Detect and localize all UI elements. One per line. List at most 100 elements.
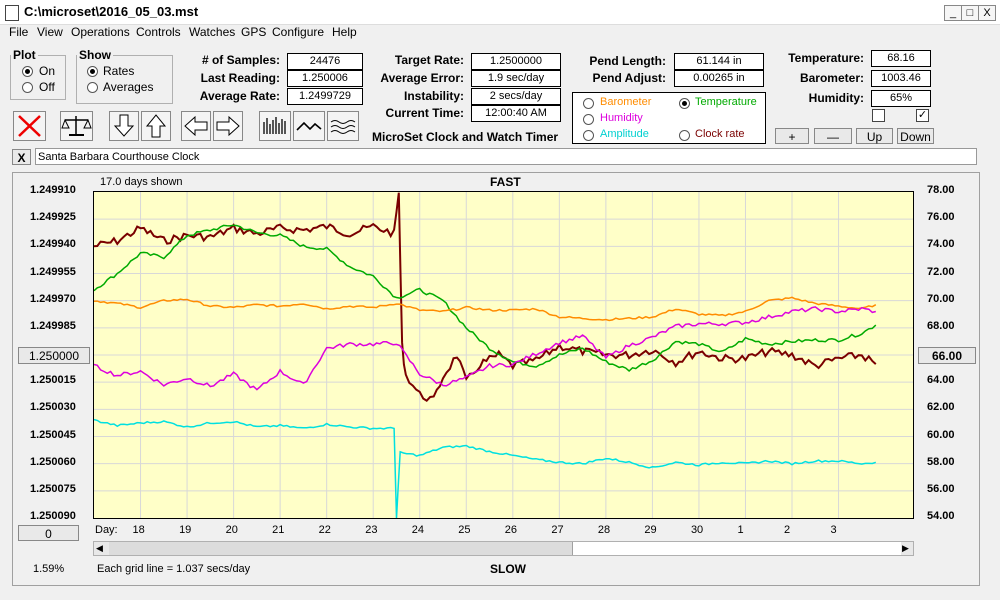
humidity-radio[interactable] — [583, 114, 594, 125]
percent-label: 1.59% — [33, 563, 65, 575]
menu-configure[interactable]: Configure — [272, 25, 325, 39]
menu-view[interactable]: View — [37, 25, 63, 39]
scroll-left-icon[interactable]: ◀ — [96, 543, 103, 553]
checkbox-2[interactable]: ✓ — [916, 109, 929, 122]
y-right-tick-label: 62.00 — [927, 401, 955, 414]
samples-label: # of Samples: — [201, 53, 280, 67]
plot-area[interactable] — [93, 191, 914, 519]
temperature-radio[interactable] — [679, 98, 690, 109]
menu-operations[interactable]: Operations — [71, 25, 130, 39]
plot-off-radio[interactable] — [22, 82, 33, 93]
x-tick-label: 18 — [132, 524, 145, 536]
plus-button[interactable]: + — [775, 128, 809, 144]
arrow-left-button[interactable] — [181, 111, 211, 141]
y-right-tick-label: 58.00 — [927, 455, 955, 468]
pend-adjust-label: Pend Adjust: — [592, 71, 666, 85]
average-rate-field: 1.2499729 — [287, 88, 363, 105]
clock-name-field[interactable]: Santa Barbara Courthouse Clock — [35, 148, 977, 165]
checkbox-1[interactable] — [872, 109, 885, 122]
app-icon — [5, 5, 19, 21]
y-right-tick-label: 78.00 — [927, 184, 955, 196]
y-left-tick-label: 1.250090 — [30, 510, 76, 522]
show-group-title: Show — [79, 48, 111, 62]
rate-value-button[interactable]: 1.250000 — [18, 347, 90, 364]
horizontal-scrollbar[interactable]: ◀ ▶ — [93, 541, 914, 556]
scroll-thumb[interactable] — [572, 542, 901, 555]
clock-rate-radio[interactable] — [679, 130, 690, 141]
x-tick-label: 2 — [784, 524, 791, 536]
bar-chart-icon — [263, 117, 286, 134]
red-x-icon — [18, 115, 41, 137]
restore-button[interactable]: □ — [961, 5, 979, 21]
barometer-option-label: Barometer — [600, 96, 652, 108]
barometer-radio[interactable] — [583, 98, 594, 109]
humidity-option-label: Humidity — [600, 112, 643, 124]
x-tick-label: 27 — [551, 524, 564, 536]
show-rates-radio[interactable] — [87, 66, 98, 77]
up-button[interactable]: Up — [856, 128, 893, 144]
instability-field: 2 secs/day — [471, 88, 561, 105]
last-reading-field: 1.250006 — [287, 70, 363, 87]
menu-file[interactable]: File — [9, 25, 29, 39]
scroll-right-icon[interactable]: ▶ — [902, 543, 909, 553]
x-tick-label: 24 — [411, 524, 424, 536]
y-left-tick-label: 1.250030 — [30, 401, 76, 414]
name-close-button[interactable]: X — [12, 149, 31, 165]
average-rate-label: Average Rate: — [199, 89, 280, 103]
target-rate-field[interactable]: 1.2500000 — [471, 53, 561, 70]
current-time-field: 12:00:40 AM — [471, 105, 561, 122]
pend-adjust-field: 0.00265 in — [674, 70, 764, 87]
humidity-label: Humidity: — [808, 91, 864, 105]
day-axis-label: Day: — [95, 524, 118, 536]
minus-button[interactable]: — — [814, 128, 852, 144]
balance-button[interactable] — [60, 111, 93, 141]
line-view-button[interactable] — [293, 111, 325, 141]
down-button[interactable]: Down — [897, 128, 934, 144]
show-group: Show — [76, 48, 173, 104]
minimize-button[interactable]: _ — [944, 5, 962, 21]
barometer-label: Barometer: — [799, 71, 864, 85]
menu-controls[interactable]: Controls — [136, 25, 181, 39]
y-left-tick-label: 1.249970 — [30, 292, 76, 305]
y-right-tick-label: 70.00 — [927, 292, 955, 305]
bars-view-button[interactable] — [259, 111, 291, 141]
x-tick-label: 21 — [272, 524, 285, 536]
menu-help[interactable]: Help — [332, 25, 357, 39]
close-button[interactable]: X — [978, 5, 996, 21]
temp-value-button[interactable]: 66.00 — [918, 347, 976, 364]
menu-watches[interactable]: Watches — [189, 25, 236, 39]
average-error-label: Average Error: — [380, 71, 464, 85]
y-right-tick-label: 72.00 — [927, 265, 955, 278]
y-right-tick-label: 76.00 — [927, 211, 955, 224]
arrow-down-button[interactable] — [109, 111, 139, 141]
x-tick-label: 29 — [644, 524, 657, 536]
amplitude-radio[interactable] — [583, 130, 594, 141]
menu-gps[interactable]: GPS — [241, 25, 267, 39]
humidity-field: 65% — [871, 90, 931, 107]
arrow-right-button[interactable] — [213, 111, 243, 141]
x-tick-label: 26 — [504, 524, 518, 536]
x-tick-label: 22 — [318, 524, 331, 536]
show-averages-label: Averages — [103, 80, 154, 94]
average-error-field: 1.9 sec/day — [471, 70, 561, 87]
last-reading-label: Last Reading: — [200, 71, 280, 85]
arrow-up-button[interactable] — [141, 111, 171, 141]
y-left-tick-label: 1.249985 — [30, 319, 76, 332]
scroll-track[interactable] — [109, 542, 572, 555]
temperature-label: Temperature: — [788, 51, 864, 65]
barometer-field: 1003.46 — [871, 70, 931, 87]
clear-button[interactable] — [13, 111, 46, 141]
samples-field: 24476 — [287, 53, 363, 70]
arrow-up-icon — [145, 114, 167, 138]
y-left-tick-label: 1.249925 — [30, 211, 76, 224]
plot-on-radio[interactable] — [22, 66, 33, 77]
show-averages-radio[interactable] — [87, 82, 98, 93]
wave-view-button[interactable] — [327, 111, 359, 141]
day-offset-button[interactable]: 0 — [18, 525, 79, 541]
days-shown-label: 17.0 days shown — [100, 176, 183, 188]
rate-chart — [94, 192, 913, 518]
arrow-left-icon — [184, 115, 208, 137]
pend-length-field[interactable]: 61.144 in — [674, 53, 764, 70]
y-left-tick-label: 1.249940 — [30, 238, 76, 251]
fast-label: FAST — [490, 175, 521, 189]
